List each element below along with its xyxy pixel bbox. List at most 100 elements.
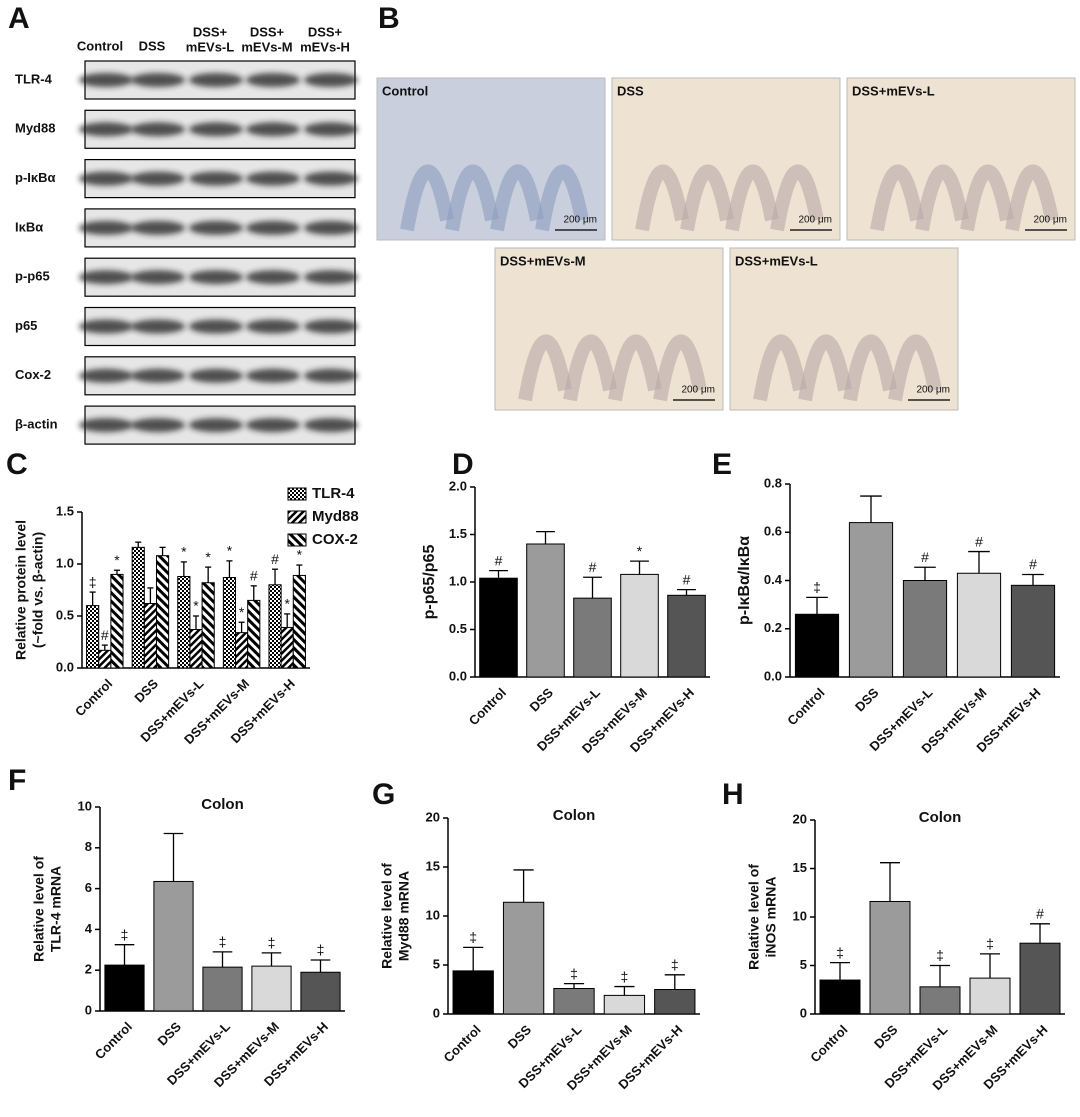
bar <box>869 900 911 1015</box>
protein-label: p-IκBα <box>15 170 56 185</box>
significance-mark: ‡ <box>813 579 821 595</box>
y-axis-label: Myd88 mRNA <box>396 871 412 961</box>
y-tick-label: 0.4 <box>764 572 783 587</box>
significance-mark: * <box>227 543 233 559</box>
blot-band <box>131 122 185 137</box>
bar <box>247 599 261 669</box>
blot-band <box>304 171 358 186</box>
lane-label: Control <box>77 38 123 53</box>
bar <box>222 577 237 669</box>
protein-label: TLR-4 <box>15 71 53 86</box>
legend-swatch <box>287 533 307 547</box>
blot-band <box>79 171 133 186</box>
y-tick-label: 8 <box>85 839 92 854</box>
bar <box>919 986 961 1015</box>
y-tick-label: 20 <box>426 809 440 824</box>
bar <box>956 572 1002 678</box>
y-tick-label: 2.0 <box>449 478 467 493</box>
y-tick-label: 0.5 <box>449 621 467 636</box>
y-axis-label: Relative level of <box>31 856 47 962</box>
blot-band <box>131 220 185 235</box>
y-tick-label: 5 <box>800 957 807 972</box>
y-axis-label: p-IκBα/IκBα <box>736 536 753 625</box>
panel-label: D <box>452 448 474 481</box>
blot-band <box>189 171 243 186</box>
significance-mark: ‡ <box>89 574 97 590</box>
panel-label: G <box>372 778 395 811</box>
y-tick-label: 0.2 <box>764 620 782 635</box>
bar <box>98 649 112 669</box>
y-tick-label: 0.0 <box>56 659 74 674</box>
blot-band <box>189 319 243 334</box>
significance-mark: ‡ <box>986 936 994 952</box>
y-tick-label: 10 <box>793 908 807 923</box>
blot-band <box>79 122 133 137</box>
x-tick-label: Control <box>440 1022 483 1065</box>
y-tick-label: 10 <box>78 798 92 813</box>
bar <box>280 626 294 669</box>
lane-label: DSS+ <box>193 24 228 39</box>
bar <box>201 582 215 669</box>
blot-band <box>131 368 185 383</box>
y-tick-label: 1.5 <box>449 526 467 541</box>
blot-band <box>189 73 243 87</box>
y-axis-label: p-p65/p65 <box>421 545 438 620</box>
y-axis-label: (~fold vs. β-actin) <box>30 532 46 648</box>
tissue-fold <box>915 164 969 232</box>
bar <box>189 629 203 669</box>
significance-mark: ‡ <box>621 968 629 984</box>
y-tick-label: 0.5 <box>56 607 74 622</box>
significance-mark: ‡ <box>121 926 129 942</box>
legend-label: Myd88 <box>312 508 359 525</box>
tissue-fold <box>518 334 572 402</box>
significance-mark: ‡ <box>268 935 276 951</box>
y-tick-label: 2 <box>85 962 92 977</box>
blot-band <box>246 319 300 334</box>
scale-bar-label: 200 μm <box>1033 215 1067 226</box>
blot-band <box>304 319 358 334</box>
x-tick-label: DSS <box>131 676 161 706</box>
image-label: DSS <box>617 83 644 98</box>
tissue-fold <box>888 334 942 402</box>
bar <box>573 597 612 678</box>
protein-label: Myd88 <box>15 121 55 136</box>
blot-band <box>304 418 358 433</box>
x-tick-label: DSS <box>527 685 557 715</box>
bar <box>1010 584 1056 678</box>
y-tick-label: 1.0 <box>449 573 467 588</box>
blot-band <box>131 418 185 433</box>
tissue-fold <box>653 334 707 402</box>
significance-mark: * <box>297 547 303 563</box>
y-tick-label: 0 <box>85 1002 92 1017</box>
blot-band <box>189 368 243 383</box>
y-axis-label: Relative protein level <box>13 520 29 660</box>
bar <box>969 977 1011 1015</box>
x-tick-label: Control <box>784 685 827 728</box>
significance-mark: # <box>975 533 983 549</box>
significance-mark: ‡ <box>469 929 477 945</box>
bar <box>268 584 282 669</box>
significance-mark: * <box>239 604 245 620</box>
protein-label: p-p65 <box>15 269 50 284</box>
tissue-fold <box>563 334 617 402</box>
blot-band <box>79 270 133 285</box>
x-tick-label: DSS <box>155 1019 185 1049</box>
bar <box>902 580 948 678</box>
bar <box>300 971 341 1012</box>
x-tick-label: DSS <box>852 685 882 715</box>
blot-band <box>189 418 243 433</box>
bar <box>292 574 306 669</box>
bar <box>848 522 894 678</box>
significance-mark: * <box>181 544 187 560</box>
tissue-fold <box>680 164 734 232</box>
x-tick-label: DSS <box>871 1022 901 1052</box>
bar <box>452 970 494 1015</box>
blot-band <box>246 418 300 433</box>
lane-label: DSS+ <box>308 24 343 39</box>
y-tick-label: 1.0 <box>56 555 74 570</box>
significance-mark: * <box>114 552 120 568</box>
y-axis-label: iNOS mRNA <box>763 877 779 958</box>
y-tick-label: 15 <box>426 858 440 873</box>
bar <box>819 979 861 1015</box>
y-tick-label: 0.0 <box>449 668 467 683</box>
